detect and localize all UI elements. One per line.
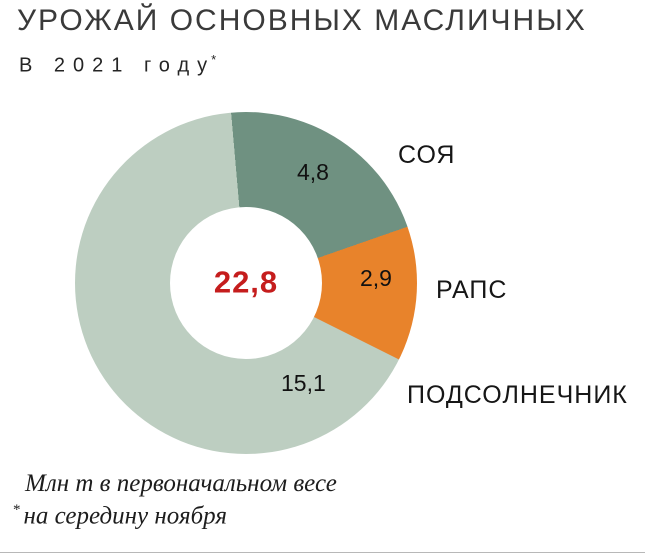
footnote-date-text: на середину ноября [23,502,227,530]
segment-value-soya: 4,8 [297,159,329,185]
page-subtitle: В 2021 году* [19,52,216,78]
donut-hole [170,207,322,359]
footnote-marker: * [13,502,21,518]
subtitle-footnote-marker: * [211,52,217,67]
footnote-units: Млн т в первоначальном весе [25,470,337,497]
segment-value-sunflower: 15,1 [281,370,326,396]
segment-label-raps: РАПС [436,276,508,304]
donut-chart: 22,8 [75,112,417,454]
donut-center-value: 22,8 [213,264,279,300]
segment-label-sunflower: ПОДСОЛНЕЧНИК [407,381,628,409]
segment-label-soya: СОЯ [398,141,456,169]
segment-value-raps: 2,9 [360,265,392,291]
subtitle-text: В 2021 году [19,54,216,77]
footnote-date: * на середину ноября [13,502,227,530]
page-title: УРОЖАЙ ОСНОВНЫХ МАСЛИЧНЫХ [17,4,587,37]
